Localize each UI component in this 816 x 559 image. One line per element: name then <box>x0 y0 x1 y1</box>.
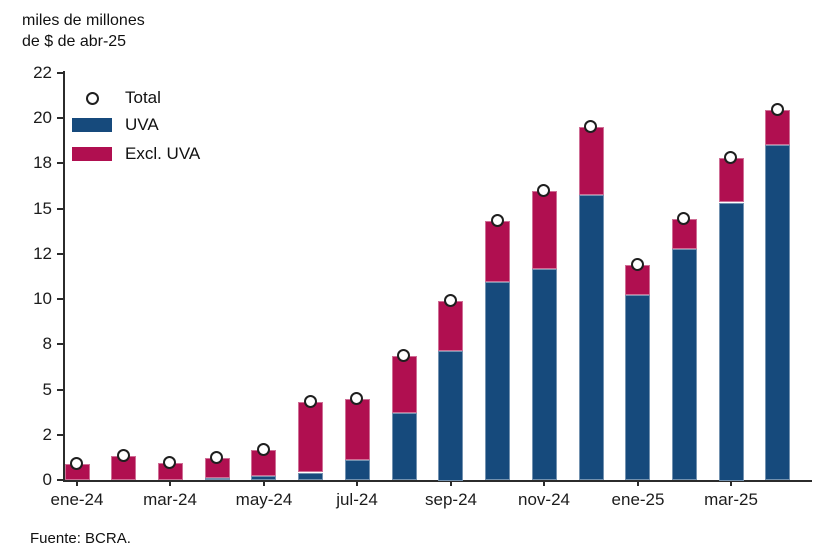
legend-label-uva: UVA <box>125 115 159 134</box>
bar-uva-segment <box>345 460 370 480</box>
y-tick-label: 22 <box>33 63 52 82</box>
excl-uva-swatch-icon <box>72 147 112 161</box>
x-tick <box>356 482 358 486</box>
bar-uva-segment <box>672 249 697 480</box>
x-tick-label: sep-24 <box>425 490 477 509</box>
total-marker <box>491 214 504 227</box>
bar-excl-segment <box>532 191 557 269</box>
x-tick <box>450 482 452 486</box>
y-axis <box>63 71 65 482</box>
total-marker <box>257 443 270 456</box>
y-tick <box>57 434 63 436</box>
total-marker <box>304 395 317 408</box>
y-tick-label: 20 <box>33 108 52 127</box>
y-tick <box>57 117 63 119</box>
total-marker <box>444 294 457 307</box>
y-tick-label: 0 <box>42 470 52 489</box>
x-tick-label: mar-24 <box>143 490 197 509</box>
y-tick <box>57 72 63 74</box>
y-tick <box>57 343 63 345</box>
x-tick-label: ene-24 <box>50 490 104 509</box>
total-marker <box>584 120 597 133</box>
bar-uva-segment <box>392 413 417 480</box>
x-tick-label: nov-24 <box>518 490 570 509</box>
x-tick-label: jul-24 <box>336 490 378 509</box>
y-tick <box>57 479 63 481</box>
y-tick-label: 12 <box>33 244 52 263</box>
total-marker <box>537 184 550 197</box>
total-marker <box>631 258 644 271</box>
bar-excl-segment <box>579 127 604 195</box>
total-marker <box>70 457 83 470</box>
x-axis <box>63 480 812 482</box>
bar-uva-segment <box>251 476 276 480</box>
bar-uva-segment <box>205 478 230 480</box>
x-tick <box>169 482 171 486</box>
y-tick <box>57 298 63 300</box>
total-marker <box>210 451 223 464</box>
bar-uva-segment <box>298 473 323 480</box>
x-tick-label: ene-25 <box>611 490 665 509</box>
x-tick <box>543 482 545 486</box>
y-tick-label: 10 <box>33 289 52 308</box>
legend-item-total: Total <box>72 88 161 108</box>
legend-label-excl-uva: Excl. UVA <box>125 144 201 163</box>
x-tick-label: may-24 <box>235 490 293 509</box>
legend-item-excl-uva: Excl. UVA <box>72 144 200 164</box>
source-note: Fuente: BCRA. <box>30 530 131 547</box>
y-tick-label: 15 <box>33 199 52 218</box>
bar-uva-segment <box>625 295 650 480</box>
chart-title-line2: de $ de abr-25 <box>22 33 127 50</box>
uva-swatch-icon <box>72 118 112 132</box>
bar-excl-segment <box>485 221 510 282</box>
legend-item-uva: UVA <box>72 115 159 135</box>
bar-uva-segment <box>719 203 744 481</box>
bar-excl-segment <box>392 356 417 413</box>
y-tick <box>57 389 63 391</box>
total-marker <box>771 103 784 116</box>
bar-uva-segment <box>579 195 604 480</box>
y-tick-label: 18 <box>33 153 52 172</box>
y-tick <box>57 208 63 210</box>
bar-uva-segment <box>765 145 790 480</box>
total-marker <box>677 212 690 225</box>
total-marker <box>397 349 410 362</box>
x-tick <box>76 482 78 486</box>
x-tick <box>637 482 639 486</box>
y-tick <box>57 253 63 255</box>
bar-excl-segment <box>438 301 463 351</box>
total-marker <box>117 449 130 462</box>
bar-uva-segment <box>485 282 510 480</box>
x-tick-label: mar-25 <box>704 490 758 509</box>
total-marker <box>724 151 737 164</box>
bar-uva-segment <box>532 269 557 480</box>
total-marker <box>350 392 363 405</box>
bar-excl-segment <box>345 399 370 460</box>
y-tick-label: 5 <box>42 380 52 399</box>
total-marker-icon <box>85 91 99 105</box>
y-tick-label: 2 <box>42 425 52 444</box>
y-tick-label: 8 <box>42 334 52 353</box>
x-tick <box>730 482 732 486</box>
bar-excl-segment <box>719 158 744 202</box>
chart-title: miles de millones de $ de abr-25 <box>22 10 145 52</box>
chart-title-line1: miles de millones <box>22 12 145 29</box>
y-tick <box>57 162 63 164</box>
x-tick <box>263 482 265 486</box>
legend-label-total: Total <box>125 88 161 107</box>
bar-excl-segment <box>298 402 323 472</box>
total-marker <box>163 456 176 469</box>
bar-uva-segment <box>438 351 463 481</box>
